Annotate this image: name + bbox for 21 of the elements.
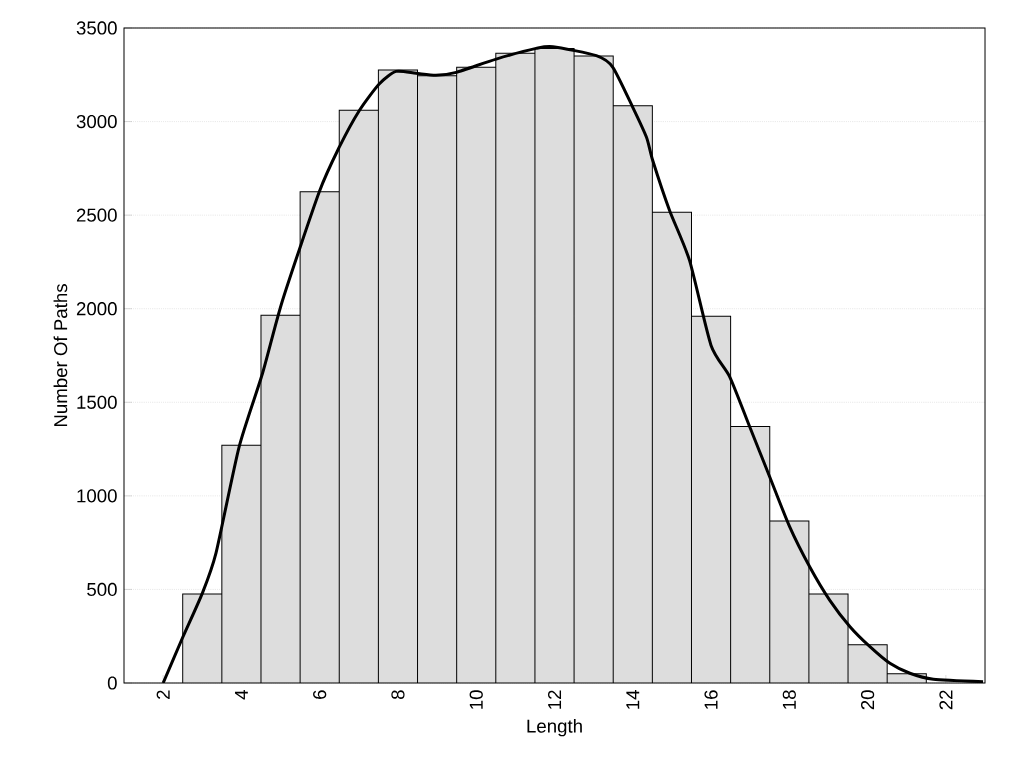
- x-tick-label: 2: [156, 690, 170, 699]
- y-tick-label: 2000: [76, 302, 117, 316]
- y-tick-label: 1500: [77, 395, 117, 409]
- x-tick-label: 16: [704, 690, 718, 709]
- x-tick-label: 10: [469, 690, 483, 709]
- x-tick-label: 12: [547, 690, 562, 709]
- y-axis-title: Number Of Paths: [53, 284, 68, 427]
- x-axis-title: Length: [527, 718, 582, 737]
- x-tick-label: 4: [234, 690, 248, 700]
- y-tick-label: 1000: [77, 489, 117, 503]
- y-tick-label: 2500: [76, 208, 117, 222]
- x-tick-label: 6: [313, 690, 327, 699]
- x-tick-label: 8: [391, 690, 405, 700]
- x-tick-label: 22: [939, 690, 953, 710]
- x-tick-label: 20: [860, 690, 875, 710]
- y-tick-label: 500: [87, 582, 117, 597]
- y-tick-label: 3000: [76, 114, 117, 129]
- y-tick-label: 3500: [76, 21, 117, 35]
- x-tick-label: 14: [626, 690, 640, 709]
- y-tick-label: 0: [107, 676, 117, 690]
- x-tick-label: 18: [782, 690, 796, 709]
